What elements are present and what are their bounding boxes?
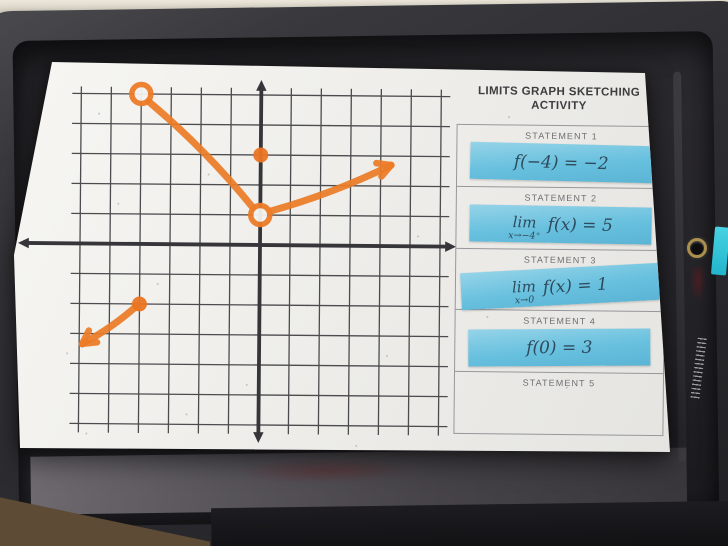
y-axis [256,84,264,439]
x-axis [22,241,452,249]
statement-slip: f(0) = 3 [468,328,651,367]
statement-label: STATEMENT 2 [524,192,598,204]
worksheet-title: LIMITS GRAPH SKETCHING ACTIVITY [448,84,670,114]
grid-line [377,89,383,436]
curve-arrowhead [78,327,93,348]
statement-row: STATEMENT 5 [454,371,664,436]
title-line-1: LIMITS GRAPH SKETCHING [477,85,641,99]
grid-line [227,87,233,434]
worksheet-paper-wrap: LIMITS GRAPH SKETCHING ACTIVITY STATEMEN… [8,55,678,463]
paper-speckle [355,444,358,447]
limit-notation: lim x→−4⁺ [508,212,541,241]
statement-row: STATEMENT 3 lim x→0 f(x) = 1 [455,247,665,312]
paper-speckle [98,112,101,115]
grid-line [197,87,203,434]
curve-arrowhead [378,161,395,180]
math-expression: f(−4) = −2 [513,151,609,174]
grid-line [317,88,323,435]
statement-row: STATEMENT 4 f(0) = 3 [455,309,664,374]
paper-speckle [66,352,69,355]
statement-label: STATEMENT 3 [523,254,597,265]
statements-table: STATEMENT 1 f(−4) = −2 STATEMENT 2 lim x… [453,123,667,437]
paper-speckle [117,202,120,205]
grid-line [107,86,113,433]
math-expression: f(0) = 3 [526,337,593,359]
math-expression: f(x) = 1 [542,273,609,297]
paper-speckle [245,383,248,386]
limit-word: lim [512,212,537,231]
paper-speckle [508,116,511,119]
paper-speckle [207,173,210,176]
paper-speckle [565,386,568,389]
red-smudge [690,266,706,302]
grid-line [77,86,83,433]
axis-arrowhead [253,432,264,443]
grid-line [287,88,293,435]
function-piece [145,98,257,211]
grid-line [167,87,173,434]
grid-line [137,86,143,433]
function-piece [267,161,395,215]
grid-line [407,89,413,436]
paper-speckle [156,283,159,286]
axis-arrowhead [18,237,29,249]
statement-slip: f(−4) = −2 [469,141,653,184]
limit-subscript: x→−4⁺ [508,229,541,241]
statement-row: STATEMENT 2 lim x→−4⁺ f(x) = 5 [456,185,665,250]
open-point [248,202,273,228]
binder-grommet [687,238,707,258]
statement-label: STATEMENT 5 [522,377,596,389]
paper-speckle [85,432,88,435]
worksheet-paper: LIMITS GRAPH SKETCHING ACTIVITY STATEMEN… [14,62,670,452]
math-expression: f(x) = 5 [547,214,613,236]
statement-slip: lim x→−4⁺ f(x) = 5 [469,204,652,245]
axis-arrowhead [256,80,267,91]
closed-point [253,147,269,163]
paper-speckle [185,413,188,416]
grid-line [437,89,443,436]
limit-subscript: x→0 [514,293,535,306]
statement-slip: lim x→0 f(x) = 1 [460,262,660,310]
closed-point [131,296,147,312]
teal-sticker [710,226,728,276]
limits-graph [18,80,649,447]
paper-speckle [386,355,389,358]
limit-notation: lim x→0 [511,276,537,306]
device-bottom-shadow [211,500,728,546]
paper-speckle [417,235,420,238]
grid-line [347,88,353,435]
statement-label: STATEMENT 1 [525,130,598,142]
statement-row: STATEMENT 1 f(−4) = −2 [457,125,666,188]
axis-arrowhead [445,241,456,252]
limit-word: lim [511,276,537,296]
statement-label: STATEMENT 4 [523,316,596,327]
paper-speckle [486,315,489,318]
open-point [129,81,154,107]
title-line-2: ACTIVITY [531,99,587,113]
